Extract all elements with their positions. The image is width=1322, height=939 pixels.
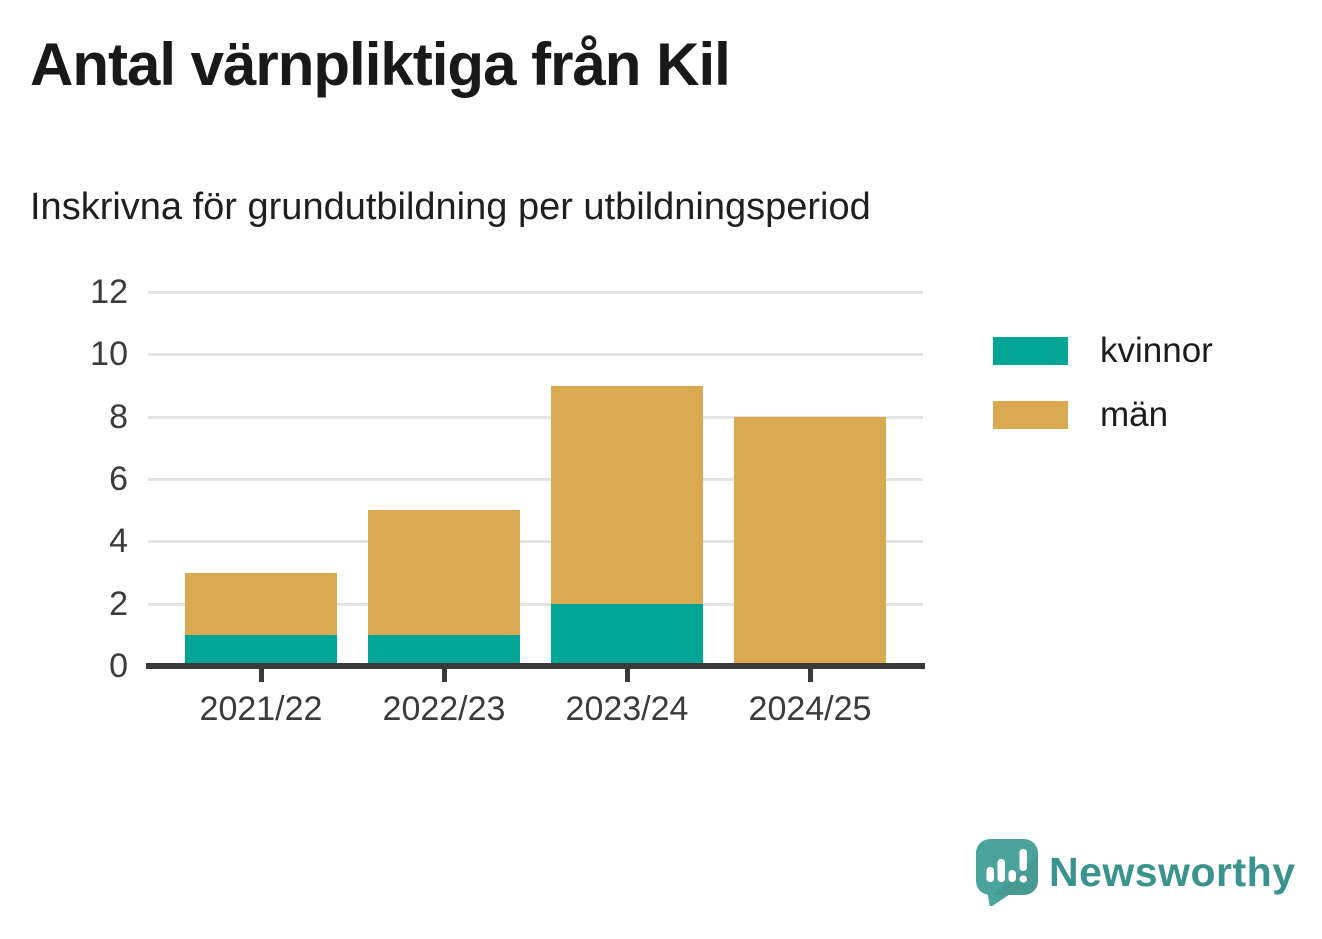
bar-segment-män-2023/24 [551,385,703,604]
gridline-10 [148,353,923,357]
x-tick-label-2023/24: 2023/24 [565,690,689,728]
legend-item-kvinnor: kvinnor [993,333,1213,368]
bar-segment-kvinnor-2023/24 [551,603,703,666]
legend-label-kvinnor: kvinnor [1100,331,1213,370]
logo-bar-1 [986,867,994,882]
y-tick-label-8: 8 [109,397,128,436]
plot-area: 0 2 4 6 8 10 12 2021/22 2022/23 2023/24 2024/25 [90,273,925,728]
bar-2024/25 [734,416,886,666]
newsworthy-logo-icon [976,839,1038,906]
x-tick-2023/24 [624,669,630,682]
y-tick-label-12: 12 [90,273,128,311]
legend-label-män: män [1100,395,1169,434]
y-tick-label-0: 0 [109,647,128,685]
bar-segment-män-2022/23 [368,510,520,635]
logo-bar-2 [997,859,1005,882]
logo-exclamation-bar [1019,849,1027,871]
legend: kvinnor män [993,333,1213,461]
x-tick-label-2021/22: 2021/22 [199,690,323,728]
x-tick-2022/23 [441,669,447,682]
chart-title: Antal värnpliktiga från Kil [30,31,731,98]
branding: Newsworthy [975,838,1296,906]
bar-2023/24 [551,385,703,666]
legend-item-män: män [993,397,1213,432]
gridline-4 [148,540,923,544]
bar-segment-män-2021/22 [185,572,337,635]
y-tick-label-10: 10 [90,335,128,374]
x-tick-2024/25 [807,669,813,682]
chart-subtitle: Inskrivna för grundutbildning per utbild… [30,186,871,228]
y-tick-label-6: 6 [109,460,128,498]
logo-bar-3 [1008,870,1016,882]
gridline-12 [148,291,923,294]
bar-segment-män-2024/25 [734,416,886,666]
x-tick-label-2024/25: 2024/25 [748,690,872,728]
gridline-2 [148,602,923,606]
x-tick-label-2022/23: 2022/23 [382,690,506,728]
y-tick-label-4: 4 [109,522,128,561]
x-tick-2021/22 [258,669,264,682]
x-axis-line [146,663,925,669]
bar-2022/23 [368,510,520,666]
y-tick-label-2: 2 [109,584,128,623]
legend-swatch-kvinnor [993,336,1068,365]
newsworthy-wordmark: Newsworthy [1049,848,1296,895]
bars-layer [148,292,923,666]
bar-segment-kvinnor-2022/23 [368,634,520,666]
bar-segment-kvinnor-2021/22 [185,634,337,666]
logo-exclamation-dot [1019,875,1027,883]
gridline-6 [148,478,923,481]
bar-2021/22 [185,572,337,666]
gridline-8 [148,415,923,419]
legend-swatch-män [993,400,1068,429]
